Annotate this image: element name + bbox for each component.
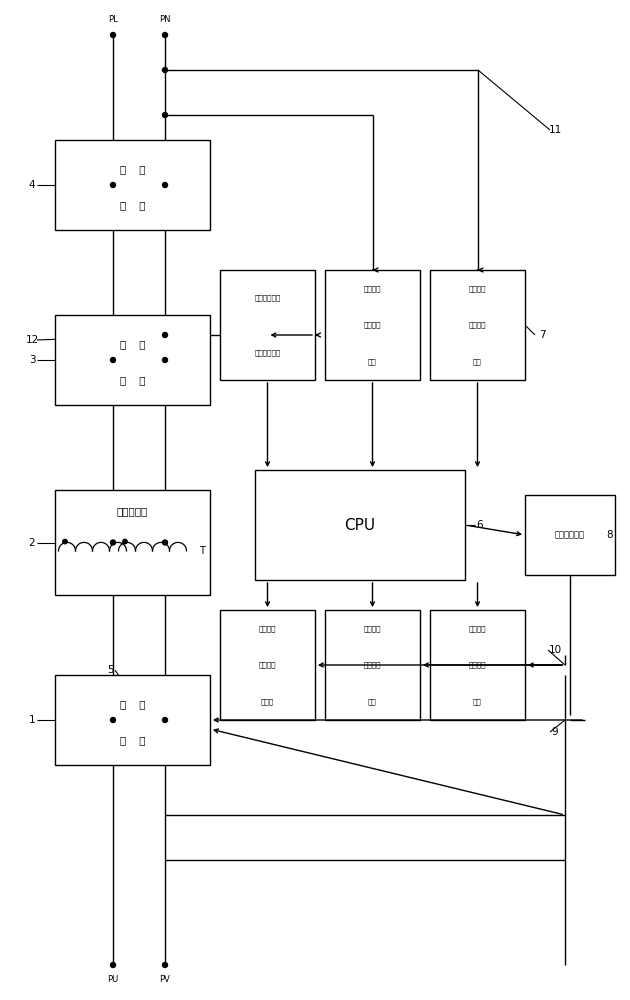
Bar [55, 490, 210, 595]
Bar [55, 315, 210, 405]
Text: 波    电: 波 电 [120, 200, 146, 210]
Bar [430, 270, 525, 380]
Text: 滤    路: 滤 路 [120, 164, 146, 174]
Text: 整    电: 整 电 [120, 375, 146, 385]
Bar [255, 470, 465, 580]
Text: 逆    电: 逆 电 [120, 735, 146, 745]
Circle shape [163, 540, 168, 545]
Text: 整流电路输出: 整流电路输出 [255, 294, 280, 301]
Text: 输出电流: 输出电流 [364, 285, 381, 292]
Text: 变压器电: 变压器电 [259, 625, 276, 632]
Text: 9: 9 [552, 727, 558, 737]
Text: 电路: 电路 [368, 698, 377, 705]
Text: 采样反馈: 采样反馈 [469, 662, 486, 668]
Bar [55, 675, 210, 765]
Circle shape [123, 539, 127, 544]
Text: T: T [199, 546, 205, 556]
Circle shape [163, 358, 168, 362]
Text: 输入电压: 输入电压 [469, 625, 486, 632]
Bar [220, 270, 315, 380]
Text: PV: PV [159, 976, 171, 984]
Circle shape [110, 182, 115, 188]
Circle shape [163, 332, 168, 338]
Text: 8: 8 [607, 530, 614, 540]
Text: 输入电流: 输入电流 [364, 625, 381, 632]
Text: 7: 7 [539, 330, 546, 340]
Text: CPU: CPU [345, 518, 375, 532]
Text: 采样反馈: 采样反馈 [364, 662, 381, 668]
Text: PL: PL [108, 15, 118, 24]
Circle shape [163, 182, 168, 188]
Bar [220, 610, 315, 720]
Circle shape [110, 718, 115, 722]
Circle shape [63, 539, 67, 544]
Circle shape [163, 962, 168, 968]
Text: 12: 12 [25, 335, 38, 345]
Bar [525, 495, 615, 575]
Text: 流采样反: 流采样反 [259, 662, 276, 668]
Text: 电路: 电路 [368, 358, 377, 365]
Bar [55, 140, 210, 230]
Text: PN: PN [159, 15, 171, 24]
Circle shape [163, 32, 168, 37]
Bar [325, 270, 420, 380]
Text: 10: 10 [549, 645, 561, 655]
Text: 采样反馈: 采样反馈 [364, 322, 381, 328]
Circle shape [110, 540, 115, 545]
Text: 6: 6 [477, 520, 483, 530]
Text: 隔离驱动电路: 隔离驱动电路 [555, 530, 585, 539]
Text: 桥    路: 桥 路 [120, 699, 146, 709]
Text: 5: 5 [106, 665, 113, 675]
Bar [325, 610, 420, 720]
Text: 11: 11 [548, 125, 561, 135]
Text: 1: 1 [29, 715, 35, 725]
Circle shape [163, 67, 168, 72]
Text: 电路: 电路 [473, 698, 482, 705]
Text: 3: 3 [29, 355, 35, 365]
Text: PU: PU [107, 976, 118, 984]
Text: 电路: 电路 [473, 358, 482, 365]
Circle shape [110, 358, 115, 362]
Text: 高频变压器: 高频变压器 [117, 506, 148, 516]
Text: 采样反馈: 采样反馈 [469, 322, 486, 328]
Text: 桥    路: 桥 路 [120, 339, 146, 349]
Text: 馈电路: 馈电路 [261, 698, 274, 705]
Circle shape [110, 962, 115, 968]
Text: 电流检测电路: 电流检测电路 [255, 349, 280, 356]
Text: 输出电压: 输出电压 [469, 285, 486, 292]
Circle shape [163, 718, 168, 722]
Text: 2: 2 [29, 538, 35, 548]
Circle shape [110, 32, 115, 37]
Circle shape [163, 112, 168, 117]
Bar [430, 610, 525, 720]
Text: 4: 4 [29, 180, 35, 190]
